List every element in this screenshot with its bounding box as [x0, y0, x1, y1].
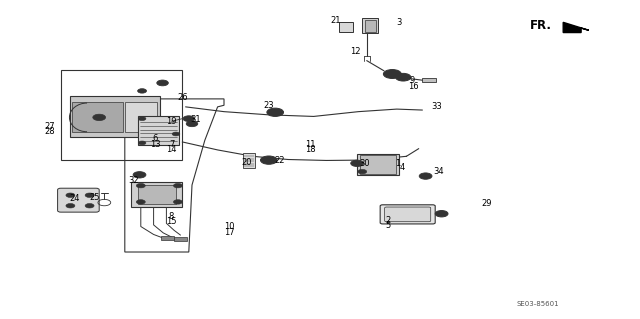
Circle shape — [419, 173, 432, 179]
FancyBboxPatch shape — [58, 188, 99, 212]
Bar — [357, 154, 399, 175]
Text: 24: 24 — [69, 194, 79, 203]
Text: 20: 20 — [241, 158, 252, 167]
Text: 8: 8 — [169, 212, 174, 221]
Circle shape — [133, 172, 146, 178]
Bar — [161, 236, 174, 240]
Circle shape — [66, 193, 75, 197]
Circle shape — [172, 132, 180, 136]
Circle shape — [136, 200, 145, 204]
Text: 16: 16 — [408, 82, 419, 91]
Text: 25: 25 — [90, 193, 100, 202]
Circle shape — [85, 204, 94, 208]
Bar — [243, 153, 255, 168]
Bar — [138, 185, 176, 204]
FancyBboxPatch shape — [380, 205, 435, 224]
Bar — [174, 237, 187, 241]
Text: 9: 9 — [410, 76, 415, 85]
Text: 10: 10 — [224, 222, 234, 231]
Text: 19: 19 — [166, 117, 177, 126]
Text: 32: 32 — [128, 176, 138, 185]
Text: 22: 22 — [275, 156, 285, 165]
Bar — [125, 102, 157, 132]
Circle shape — [439, 212, 444, 215]
Circle shape — [423, 175, 428, 177]
Text: 15: 15 — [166, 217, 177, 226]
Text: 21: 21 — [331, 16, 341, 25]
Circle shape — [137, 174, 142, 176]
Circle shape — [183, 116, 195, 122]
Bar — [362, 18, 378, 33]
Circle shape — [136, 183, 145, 188]
Bar — [339, 22, 353, 32]
Bar — [138, 116, 179, 145]
Circle shape — [186, 121, 198, 127]
Text: FR.: FR. — [530, 19, 552, 32]
Circle shape — [396, 73, 411, 81]
Text: 11: 11 — [305, 140, 316, 149]
Circle shape — [383, 70, 401, 78]
Text: 12: 12 — [350, 47, 360, 56]
Text: 23: 23 — [264, 101, 274, 110]
Text: 14: 14 — [166, 145, 177, 154]
Text: SE03-85601: SE03-85601 — [516, 301, 559, 307]
Text: 31: 31 — [190, 115, 200, 124]
Circle shape — [173, 200, 182, 204]
Text: 6: 6 — [153, 134, 158, 143]
Circle shape — [93, 114, 106, 121]
Circle shape — [187, 118, 191, 120]
Bar — [70, 96, 160, 137]
Circle shape — [161, 82, 164, 84]
Circle shape — [173, 183, 182, 188]
Circle shape — [138, 117, 146, 121]
Circle shape — [267, 108, 284, 116]
Text: 18: 18 — [305, 145, 316, 154]
Circle shape — [260, 156, 277, 164]
Text: 1: 1 — [396, 159, 401, 168]
Circle shape — [66, 204, 75, 208]
Text: 34: 34 — [434, 167, 444, 176]
Text: 27: 27 — [45, 122, 55, 130]
Circle shape — [355, 162, 360, 165]
Circle shape — [358, 169, 367, 174]
Circle shape — [435, 211, 448, 217]
Text: 4: 4 — [399, 163, 404, 172]
Text: 33: 33 — [431, 102, 442, 111]
FancyBboxPatch shape — [385, 207, 431, 222]
Bar — [131, 182, 182, 207]
Text: 3: 3 — [396, 18, 401, 27]
Bar — [72, 102, 123, 132]
Text: 28: 28 — [45, 127, 55, 136]
Polygon shape — [563, 22, 589, 33]
Text: 7: 7 — [169, 140, 174, 149]
Text: 17: 17 — [224, 228, 234, 237]
Circle shape — [157, 80, 168, 86]
Circle shape — [138, 141, 146, 145]
Circle shape — [351, 160, 364, 167]
Circle shape — [388, 72, 396, 76]
Bar — [365, 20, 376, 32]
Text: 26: 26 — [178, 93, 188, 102]
Circle shape — [85, 193, 94, 197]
Circle shape — [272, 111, 278, 114]
Circle shape — [266, 159, 272, 162]
Circle shape — [138, 89, 147, 93]
Text: 2: 2 — [386, 216, 391, 225]
Text: 5: 5 — [386, 221, 391, 230]
Text: 30: 30 — [360, 159, 370, 168]
Circle shape — [190, 123, 194, 125]
Text: 13: 13 — [150, 140, 161, 149]
Circle shape — [400, 76, 406, 79]
Bar — [422, 78, 436, 82]
Bar — [360, 155, 396, 174]
Text: 29: 29 — [481, 199, 492, 208]
